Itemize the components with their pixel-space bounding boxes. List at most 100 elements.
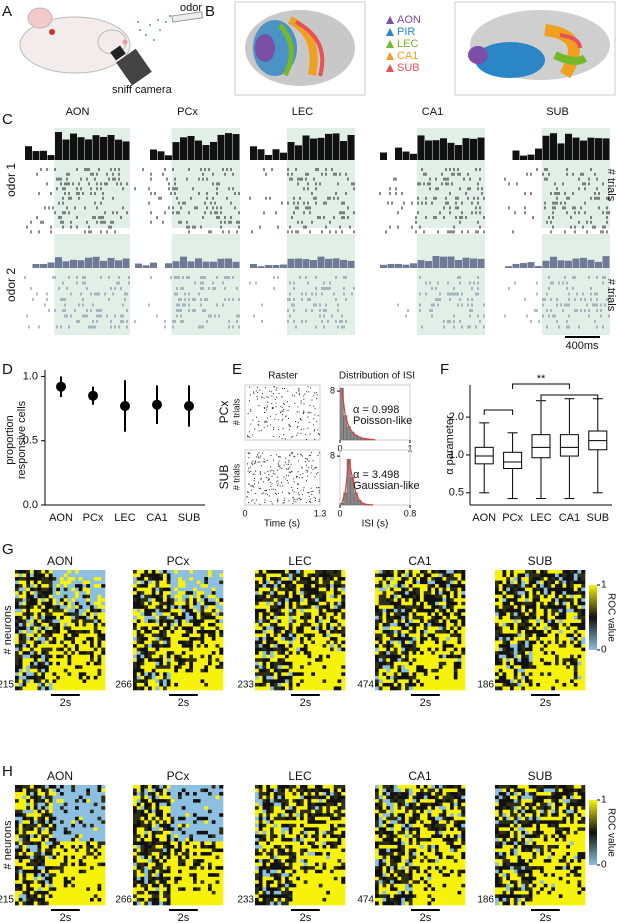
psth-bar (217, 258, 225, 268)
heatmap-cell (285, 580, 290, 585)
heatmap-cell (285, 605, 290, 610)
heatmap-cell (397, 682, 402, 687)
heatmap-cell (15, 598, 20, 603)
raster-dot (263, 427, 265, 429)
psth-bar (410, 263, 417, 268)
heatmap-cell (15, 570, 20, 574)
heatmap-cell (41, 622, 46, 627)
heatmap-cell (159, 651, 164, 656)
legend-label: CA1 (397, 50, 418, 62)
heatmap-cell (266, 605, 271, 610)
heatmap-cell (446, 668, 451, 673)
heatmap-cell (33, 587, 38, 592)
heatmap-cell (273, 654, 278, 659)
raster-dot (312, 468, 314, 470)
heatmap-cell (258, 573, 263, 578)
heatmap-cell (93, 630, 98, 634)
heatmap-cell (163, 605, 168, 610)
heatmap-cell (166, 654, 171, 659)
heatmap-cell (82, 668, 87, 673)
x-tick-label: SUB (178, 512, 201, 524)
heatmap-cell (196, 658, 201, 663)
raster-dot (277, 462, 279, 464)
heatmap-cell (178, 651, 183, 656)
heatmap-cell (427, 651, 432, 656)
heatmap-cell (82, 601, 87, 606)
heatmap-cell (378, 584, 383, 588)
heatmap-cell (33, 679, 38, 684)
heatmap-cell (405, 651, 410, 656)
heatmap-cell (56, 601, 61, 606)
heatmap-cell (189, 573, 194, 578)
heatmap-cell (159, 661, 164, 666)
heatmap-cell (155, 665, 160, 670)
heatmap-cell (333, 580, 338, 585)
heatmap-cell (78, 658, 83, 663)
heatmap-cell (136, 640, 141, 645)
heatmap-cell (446, 647, 451, 652)
heatmap-cell (86, 587, 91, 592)
heatmap-cell (56, 647, 61, 652)
heatmap-cell (412, 573, 417, 578)
heatmap-cell (420, 584, 425, 588)
heatmap-cell (90, 584, 95, 588)
heatmap-cell (148, 665, 153, 670)
heatmap-cell (181, 651, 186, 656)
raster-dot (254, 460, 256, 462)
raster-dot (266, 459, 268, 461)
raster-dot (252, 391, 254, 393)
heatmap-cell (174, 658, 179, 663)
heatmap-cell (285, 615, 290, 620)
heatmap-cell (193, 644, 198, 648)
heatmap-cell (296, 682, 301, 687)
heatmap-cell (196, 612, 201, 617)
heatmap-cell (420, 619, 425, 624)
heatmap-cell (431, 644, 436, 648)
heatmap-cell (140, 675, 145, 680)
heatmap-cell (151, 601, 156, 606)
heatmap-cell (311, 594, 316, 599)
heatmap-cell (185, 682, 190, 687)
heatmap-cell (258, 570, 263, 574)
heatmap-cell (60, 640, 65, 645)
heatmap-cell (93, 675, 98, 680)
heatmap-cell (397, 605, 402, 610)
heatmap-cell (33, 658, 38, 663)
heatmap-cell (30, 672, 35, 677)
heatmap-cell (93, 580, 98, 585)
heatmap-cell (174, 672, 179, 677)
heatmap-cell (18, 615, 23, 620)
heatmap-cell (423, 591, 428, 596)
heatmap-cell (196, 686, 201, 691)
heatmap-cell (393, 682, 398, 687)
heatmap-cell (311, 591, 316, 596)
heatmap-cell (67, 644, 72, 648)
heatmap-cell (63, 633, 68, 638)
heatmap-cell (401, 573, 406, 578)
heatmap-cell (412, 605, 417, 610)
heatmap-cell (159, 619, 164, 624)
psth-bar (410, 153, 417, 160)
raster-dot (276, 493, 278, 495)
heatmap-cell (97, 622, 102, 627)
heatmap-cell (196, 633, 201, 638)
heatmap-cell (215, 675, 220, 680)
heatmap-cell (255, 644, 260, 648)
annotation: Gaussian-like (353, 480, 420, 492)
legend-label: AON (397, 14, 421, 26)
heatmap-cell (97, 601, 102, 606)
heatmap-cell (450, 615, 455, 620)
heatmap-cell (311, 587, 316, 592)
heatmap-cell (193, 675, 198, 680)
heatmap-cell (86, 594, 91, 599)
heatmap-cell (63, 661, 68, 666)
heatmap-cell (412, 612, 417, 617)
heatmap-cell (140, 612, 145, 617)
heatmap-cell (405, 587, 410, 592)
heatmap-cell (255, 647, 260, 652)
heatmap-cell (330, 665, 335, 670)
heatmap-cell (405, 594, 410, 599)
heatmap-cell (405, 661, 410, 666)
heatmap-cell (281, 672, 286, 677)
heatmap-cell (386, 626, 391, 631)
